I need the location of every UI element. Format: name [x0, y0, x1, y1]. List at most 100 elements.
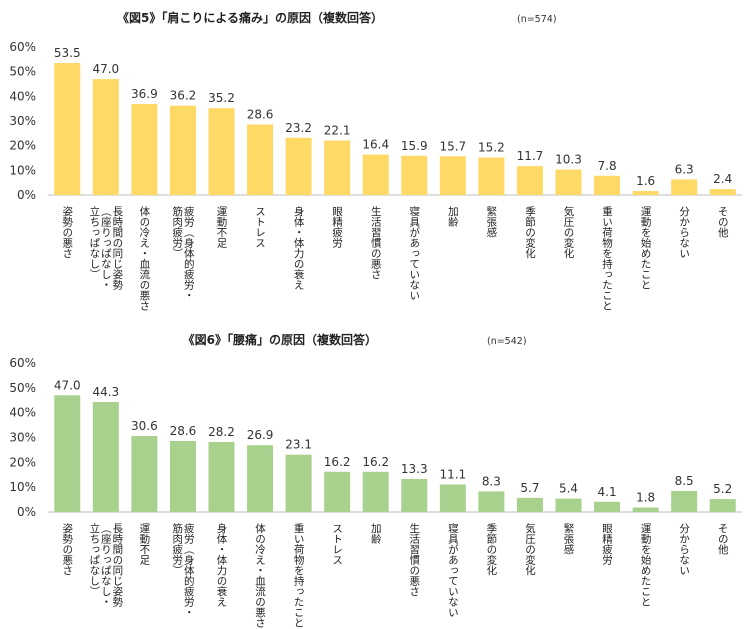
- fig6-category-label: 眼精疲労: [601, 523, 613, 566]
- fig5-data-label: 15.7: [439, 139, 466, 153]
- fig6-bar: [401, 478, 428, 512]
- fig5-category-label: 気圧の変化: [563, 205, 575, 259]
- fig5-ytick: 60%: [9, 40, 36, 54]
- fig5-data-label: 36.9: [131, 87, 158, 101]
- fig6-category-label: 長時間の同じ姿勢: [111, 523, 123, 608]
- fig6-category-label: 運動不足: [138, 523, 150, 566]
- fig6-ytick: 60%: [9, 356, 36, 370]
- fig6-bar: [439, 484, 466, 512]
- fig6-category-label: （座りっぱなし・: [100, 523, 112, 607]
- fig5-category-label: 眼精疲労: [331, 206, 343, 249]
- fig6-n-label: (n=542): [487, 336, 527, 347]
- chart-fig5: 《図5》「肩こりによる痛み」の原因（複数回答） (n=574) 0% 10% 20% 30…: [9, 10, 742, 311]
- fig6-data-label: 16.2: [362, 455, 389, 469]
- fig6-data-label: 11.1: [439, 467, 466, 481]
- fig5-category-label: 運動不足: [216, 206, 228, 249]
- fig6-bar: [478, 491, 505, 512]
- fig5-data-label: 11.7: [517, 149, 544, 163]
- fig5-data-label: 28.6: [247, 107, 274, 121]
- fig6-data-label: 30.6: [131, 419, 158, 433]
- fig5-category-label: 寝具があっていない: [408, 205, 420, 300]
- fig6-category-label: 加齢: [370, 523, 382, 545]
- fig6-bar: [516, 497, 543, 512]
- fig5-bar: [401, 155, 428, 195]
- fig6-bar: [285, 454, 312, 512]
- fig6-bar: [208, 441, 235, 512]
- fig6-bar: [555, 498, 582, 512]
- fig6-data-label: 8.3: [482, 474, 501, 488]
- fig6-bar: [632, 507, 659, 512]
- fig6-category-label: 疲労（身体的疲労・: [183, 522, 195, 617]
- fig5-data-label: 7.8: [598, 159, 617, 173]
- fig5-data-label: 53.5: [54, 46, 81, 60]
- fig5-category-label: 生活習慣の悪さ: [370, 205, 382, 279]
- fig5-n-label: (n=574): [517, 14, 557, 25]
- fig6-data-label: 26.9: [247, 428, 274, 442]
- fig6-data-label: 44.3: [92, 385, 119, 399]
- fig5-data-label: 1.6: [636, 174, 655, 188]
- fig6-ytick: 10%: [9, 480, 36, 494]
- fig5-data-label: 23.2: [285, 121, 312, 135]
- fig5-category-label: 分からない: [678, 206, 690, 259]
- fig6-bar: [324, 471, 351, 512]
- fig5-bar: [594, 175, 621, 195]
- fig6-data-label: 13.3: [401, 462, 428, 476]
- fig5-title: 《図5》「肩こりによる痛み」の原因（複数回答）: [117, 10, 383, 25]
- fig6-ytick: 40%: [9, 406, 36, 420]
- fig5-bar: [92, 79, 119, 195]
- fig6-category-label: 身体・体力の衰え: [216, 522, 228, 607]
- fig6-category-label: 生活習慣の悪さ: [408, 522, 420, 596]
- fig6-category-label: 寝具があっていない: [447, 522, 459, 617]
- chart-fig6: 《図6》「腰痛」の原因（複数回答） (n=542) 0% 10% 20% 30% 40% 50…: [9, 332, 742, 628]
- fig5-data-label: 2.4: [713, 172, 732, 186]
- fig6-category-label: ストレス: [331, 523, 343, 565]
- fig5-bar: [709, 189, 736, 195]
- fig6-data-label: 47.0: [54, 378, 81, 392]
- fig5-category-label: 身体・体力の衰え: [293, 205, 305, 290]
- fig5-data-label: 47.0: [92, 62, 119, 76]
- fig5-category-label: ストレス: [254, 206, 266, 248]
- fig6-category-label: 気圧の変化: [524, 522, 536, 576]
- fig5-data-label: 10.3: [555, 153, 582, 167]
- fig5-data-label: 6.3: [675, 162, 694, 176]
- fig5-category-label: 立ちっぱなし）: [88, 205, 100, 279]
- fig5-category-label: 姿勢の悪さ: [61, 205, 73, 258]
- fig6-ytick: 30%: [9, 431, 36, 445]
- fig5-bar: [247, 124, 274, 195]
- fig6-bar: [709, 499, 736, 512]
- fig5-bar: [478, 157, 505, 195]
- fig6-ytick: 20%: [9, 455, 36, 469]
- fig5-category-label: 長時間の同じ姿勢: [111, 206, 123, 291]
- fig5-bar: [632, 191, 659, 195]
- fig6-data-label: 5.2: [713, 482, 732, 496]
- fig5-data-label: 15.2: [478, 141, 505, 155]
- fig6-category-label: 立ちっぱなし）: [88, 522, 100, 596]
- fig6-data-label: 16.2: [324, 455, 351, 469]
- fig6-category-label: 姿勢の悪さ: [61, 522, 73, 575]
- fig6-category-label: 筋肉疲労）: [171, 522, 183, 575]
- fig6-ytick: 50%: [9, 381, 36, 395]
- fig5-bar: [362, 154, 389, 195]
- fig6-title: 《図6》「腰痛」の原因（複数回答）: [183, 332, 377, 347]
- fig6-bar: [671, 490, 698, 512]
- fig5-bar: [555, 169, 582, 195]
- fig5-bar: [516, 166, 543, 195]
- fig6-category-label: その他: [717, 523, 729, 555]
- fig5-ytick: 30%: [9, 114, 36, 128]
- fig5-category-label: 緊張感: [485, 206, 497, 238]
- fig6-bar: [54, 395, 81, 512]
- fig5-bar: [208, 108, 235, 195]
- fig5-ytick: 0%: [17, 188, 36, 202]
- fig6-data-label: 1.8: [636, 491, 655, 505]
- fig5-bar: [285, 137, 312, 195]
- fig5-ytick: 10%: [9, 163, 36, 177]
- fig5-category-label: 筋肉疲労）: [171, 205, 183, 258]
- fig5-bar: [324, 140, 351, 195]
- fig5-category-label: その他: [717, 206, 729, 238]
- fig6-bar: [169, 440, 196, 512]
- fig5-data-label: 36.2: [170, 89, 197, 103]
- fig6-bar: [131, 436, 158, 512]
- fig6-data-label: 8.5: [675, 474, 694, 488]
- fig6-bar: [594, 501, 621, 512]
